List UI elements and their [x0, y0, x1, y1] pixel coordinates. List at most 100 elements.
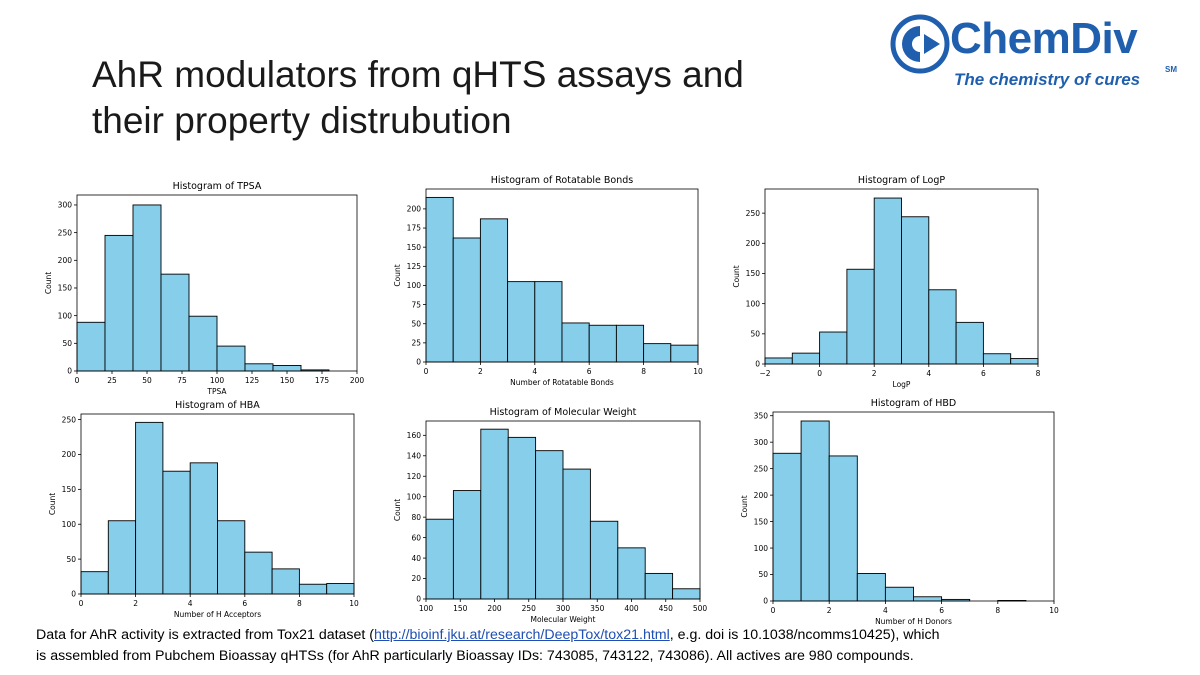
hba-bar — [162, 470, 191, 595]
hba-bar — [298, 583, 328, 595]
mw-x-tick-label: 350 — [590, 604, 605, 613]
hbd-title: Histogram of HBD — [871, 398, 956, 409]
rotb-y-tick-label: 150 — [407, 243, 422, 252]
mw-x-tick-label: 300 — [556, 604, 571, 613]
rotb-y-tick-label: 200 — [407, 205, 422, 214]
hba-y-tick-label: 200 — [62, 450, 77, 459]
mw-y-tick-label: 0 — [416, 595, 421, 604]
hba-bar — [217, 520, 246, 595]
hbd-bar — [913, 596, 943, 602]
histogram-hba: Histogram of HBA 0 2 4 6 8 10 0 50 100 150 200 250 Nu… — [35, 400, 380, 625]
mw-bar — [507, 436, 537, 600]
mw-y-tick-label: 80 — [411, 513, 421, 522]
tpsa-x-axis-label: TPSA — [206, 387, 227, 396]
logp-y-tick-label: 150 — [746, 269, 761, 278]
mw-x-tick-label: 150 — [453, 604, 468, 613]
tpsa-title: Histogram of TPSA — [173, 181, 262, 192]
hbd-y-tick-label: 200 — [754, 491, 769, 500]
logp-x-axis-label: LogP — [893, 380, 911, 389]
mw-x-tick-label: 500 — [693, 604, 708, 613]
slide-title-line-1: AhR modulators from qHTS assays and — [92, 54, 744, 95]
hba-x-tick-label: 6 — [242, 599, 247, 608]
tpsa-y-tick-label: 50 — [62, 339, 72, 348]
hba-x-tick-label: 8 — [297, 599, 302, 608]
footer-text-3: is assembled from Pubchem Bioassay qHTSs… — [36, 648, 914, 664]
hbd-bar — [856, 573, 886, 602]
hbd-x-tick-label: 0 — [771, 606, 776, 615]
tpsa-y-tick-label: 200 — [58, 256, 73, 265]
mw-x-tick-label: 250 — [522, 604, 537, 613]
histogram-molecular-weight: Histogram of Molecular Weight 100 150 200 25… — [380, 400, 720, 625]
mw-bar — [644, 572, 674, 600]
mw-bar — [562, 468, 591, 600]
rotb-x-tick-label: 0 — [424, 367, 429, 376]
slide-title-line-2: their property distrubution — [92, 100, 512, 141]
rotb-x-axis-label: Number of Rotatable Bonds — [510, 378, 614, 387]
logp-y-tick-label: 250 — [746, 209, 761, 218]
rotb-title: Histogram of Rotatable Bonds — [491, 175, 633, 186]
chemdiv-logo-icon — [890, 14, 950, 74]
hbd-x-tick-label: 8 — [995, 606, 1000, 615]
tpsa-bar — [104, 234, 134, 372]
hbd-bar — [800, 420, 830, 602]
logp-bar — [873, 197, 902, 365]
logp-title: Histogram of LogP — [858, 175, 945, 186]
tpsa-y-tick-label: 100 — [58, 311, 73, 320]
tpsa-bar — [160, 273, 190, 372]
logp-bar — [846, 268, 875, 365]
logo-service-mark: SM — [1165, 65, 1177, 74]
hbd-x-tick-label: 10 — [1049, 606, 1059, 615]
histogram-hbd: Histogram of HBD 0 2 4 6 8 10 0 50 100 150 200 250 30… — [725, 398, 1065, 626]
logp-axes-frame — [764, 188, 1039, 365]
rotb-x-tick-label: 2 — [478, 367, 483, 376]
hba-x-tick-label: 4 — [188, 599, 193, 608]
tpsa-bar — [272, 365, 302, 372]
tpsa-y-tick-label: 250 — [58, 228, 73, 237]
mw-y-tick-label: 60 — [411, 533, 421, 542]
footer-note: Data for AhR activity is extracted from … — [36, 625, 1176, 667]
tpsa-bar — [216, 345, 246, 372]
tpsa-x-tick-label: 25 — [107, 376, 117, 385]
mw-y-tick-label: 140 — [407, 451, 422, 460]
rotb-x-tick-label: 6 — [587, 367, 592, 376]
logp-x-tick-label: 0 — [817, 369, 822, 378]
rotb-bar — [561, 322, 590, 363]
hba-y-tick-label: 150 — [62, 485, 77, 494]
logp-bar — [1010, 358, 1039, 365]
hbd-axes-frame — [772, 411, 1055, 602]
hba-bar — [271, 568, 300, 595]
logp-y-tick-label: 200 — [746, 239, 761, 248]
tpsa-y-axis-label: Count — [44, 272, 53, 294]
tpsa-y-tick-label: 300 — [58, 201, 73, 210]
rotb-bar — [425, 196, 454, 363]
tpsa-y-tick-label: 0 — [67, 367, 72, 376]
hba-bar — [80, 571, 109, 595]
mw-y-axis-label: Count — [393, 499, 402, 521]
hba-bar — [189, 462, 218, 595]
tox21-link[interactable]: http://bioinf.jku.at/research/DeepTox/to… — [374, 627, 670, 643]
mw-x-tick-label: 400 — [624, 604, 639, 613]
chemdiv-logo: ChemDiv The chemistry of cures SM — [888, 10, 1188, 94]
hba-bar — [244, 551, 273, 595]
hba-y-tick-label: 250 — [62, 415, 77, 424]
mw-bar — [452, 490, 482, 600]
tpsa-bar — [244, 363, 274, 372]
rotb-bar — [452, 237, 481, 363]
hba-x-tick-label: 0 — [79, 599, 84, 608]
mw-y-tick-label: 100 — [407, 492, 422, 501]
rotb-y-tick-label: 100 — [407, 281, 422, 290]
rotb-y-tick-label: 0 — [416, 358, 421, 367]
mw-y-tick-label: 20 — [411, 574, 421, 583]
hbd-y-tick-label: 300 — [754, 438, 769, 447]
rotb-x-tick-label: 8 — [641, 367, 646, 376]
hba-y-tick-label: 50 — [66, 555, 76, 564]
hbd-y-tick-label: 150 — [754, 517, 769, 526]
hba-y-axis-label: Count — [48, 493, 57, 515]
histogram-logp: Histogram of LogP −2 0 2 4 6 8 0 50 100 150 200 250 L… — [725, 163, 1065, 403]
logp-y-axis-label: Count — [732, 265, 741, 287]
rotb-x-tick-label: 4 — [532, 367, 537, 376]
